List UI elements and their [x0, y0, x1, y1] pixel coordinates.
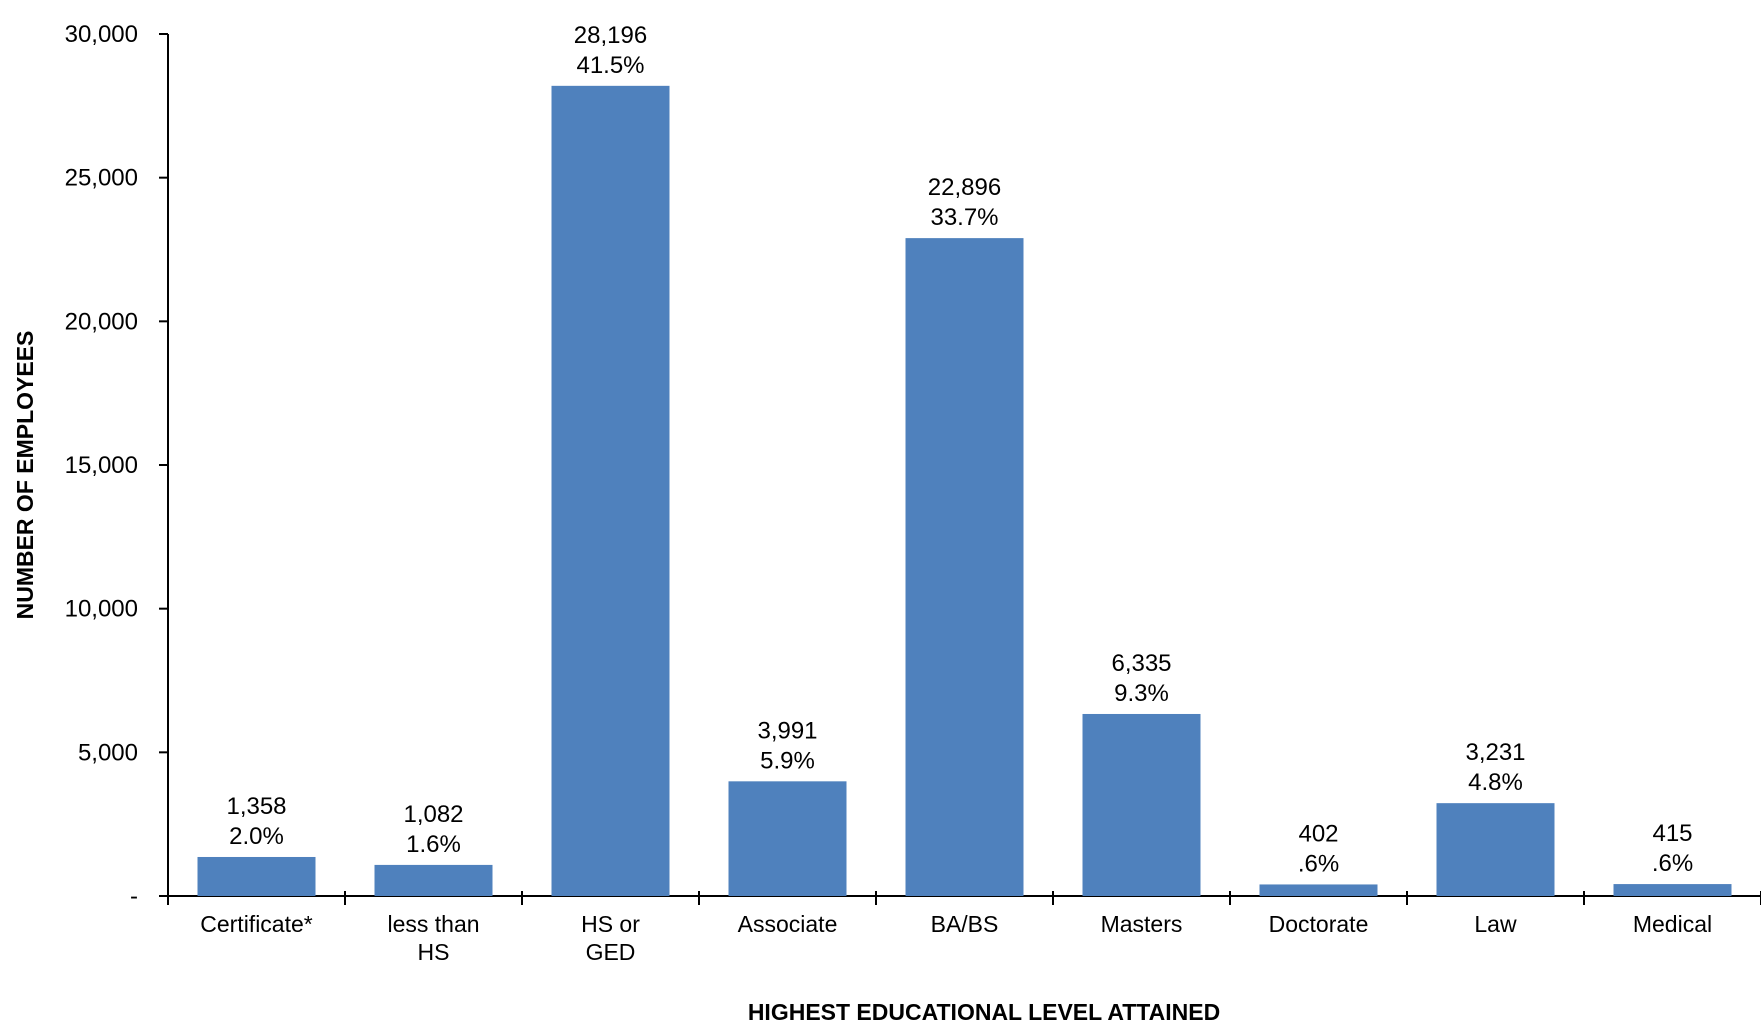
y-tick-label: 15,000 — [65, 452, 138, 479]
bar-percent-label: 1.6% — [406, 831, 461, 858]
bar-percent-label: 33.7% — [930, 204, 998, 231]
bar-value-label: 415 — [1652, 820, 1692, 847]
x-tick-label: Law — [1474, 911, 1517, 937]
bar-percent-label: 2.0% — [229, 823, 284, 850]
y-tick-label: 25,000 — [65, 165, 138, 192]
bar — [197, 856, 316, 896]
y-axis-title: NUMBER OF EMPLOYEES — [12, 331, 38, 620]
x-tick-label: HS — [418, 939, 450, 965]
x-tick-label: Associate — [738, 911, 838, 937]
chart-bars — [197, 85, 1732, 897]
bar-value-label: 3,991 — [757, 717, 817, 744]
bar-value-label: 28,196 — [574, 22, 647, 49]
y-tick-label: - — [130, 883, 138, 910]
bar — [1436, 803, 1555, 896]
bar-percent-label: 4.8% — [1468, 769, 1523, 796]
x-tick-label: Doctorate — [1269, 911, 1369, 937]
bar-percent-label: .6% — [1298, 850, 1339, 877]
bar-percent-label: 5.9% — [760, 747, 815, 774]
x-tick-label: Medical — [1633, 911, 1712, 937]
bar — [374, 864, 493, 896]
bar — [1082, 713, 1201, 896]
x-tick-label: GED — [586, 939, 636, 965]
y-tick-label: 5,000 — [78, 739, 138, 766]
x-tick-label: Certificate* — [200, 911, 313, 937]
bar-value-label: 1,082 — [403, 801, 463, 828]
bar-value-label: 22,896 — [928, 174, 1001, 201]
y-tick-label: 20,000 — [65, 308, 138, 335]
chart-labels: - 5,000 10,000 15,000 20,000 25,000 30,000 1,35… — [65, 21, 1713, 965]
bar-value-label: 3,231 — [1465, 739, 1525, 766]
bar — [728, 781, 847, 896]
bar — [1259, 884, 1378, 896]
bar-value-label: 6,335 — [1111, 650, 1171, 677]
y-tick-label: 30,000 — [65, 21, 138, 48]
y-tick-label: 10,000 — [65, 596, 138, 623]
bar-percent-label: .6% — [1652, 850, 1693, 877]
bar — [1613, 884, 1732, 896]
bar — [551, 85, 670, 896]
bar-value-label: 402 — [1298, 820, 1338, 847]
x-tick-label: BA/BS — [931, 911, 999, 937]
bar-value-label: 1,358 — [226, 793, 286, 820]
bar-percent-label: 9.3% — [1114, 680, 1169, 707]
bar — [905, 238, 1024, 897]
x-tick-label: HS or — [581, 911, 640, 937]
x-axis-title: HIGHEST EDUCATIONAL LEVEL ATTAINED — [748, 999, 1220, 1025]
x-tick-label: Masters — [1101, 911, 1183, 937]
x-tick-label: less than — [387, 911, 479, 937]
bar-percent-label: 41.5% — [576, 52, 644, 79]
